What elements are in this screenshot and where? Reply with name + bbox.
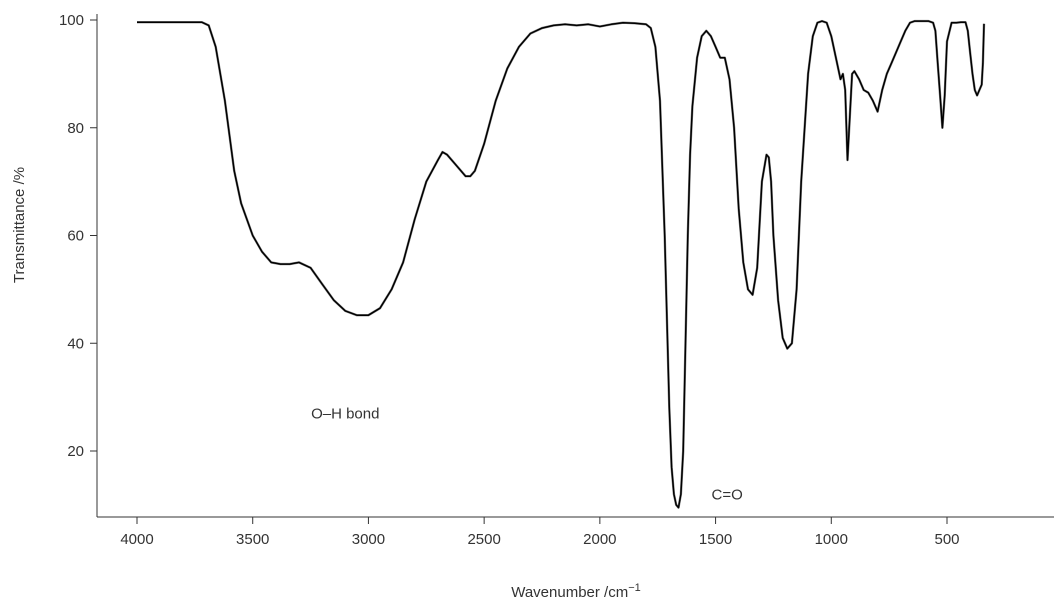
y-axis-title: Transmittance /% — [11, 167, 28, 283]
y-tick-label: 40 — [67, 335, 84, 352]
annotation-label: C=O — [712, 486, 743, 503]
series-group — [137, 19, 986, 509]
y-ticks: 20 40 60 80 100 — [59, 12, 97, 460]
x-axis-title-superscript: −1 — [628, 582, 641, 594]
y-tick-label: 80 — [67, 120, 84, 137]
x-tick-label: 1500 — [699, 531, 732, 548]
x-tick-label: 3500 — [236, 531, 269, 548]
plot-area: 20 40 60 80 100 4000 3500 3000 2500 2000 1500 1000… — [59, 12, 1054, 548]
x-tick-label: 2500 — [467, 531, 500, 548]
x-axis-title: Wavenumber /cm−1 — [511, 582, 641, 601]
y-tick-label: 100 — [59, 12, 84, 29]
series-line — [137, 20, 985, 509]
y-tick-label: 60 — [67, 228, 84, 245]
annotations: O–H bond C=O — [311, 406, 743, 504]
series-line-shadow — [137, 19, 986, 509]
x-tick-label: 3000 — [352, 531, 385, 548]
x-axis-title-text: Wavenumber /cm — [511, 584, 628, 601]
x-ticks: 4000 3500 3000 2500 2000 1500 1000 500 — [120, 517, 960, 548]
x-tick-label: 1000 — [815, 531, 848, 548]
y-tick-label: 20 — [67, 443, 84, 460]
annotation-label: O–H bond — [311, 406, 379, 423]
x-tick-label: 4000 — [120, 531, 153, 548]
x-tick-label: 500 — [934, 531, 959, 548]
x-tick-label: 2000 — [583, 531, 616, 548]
